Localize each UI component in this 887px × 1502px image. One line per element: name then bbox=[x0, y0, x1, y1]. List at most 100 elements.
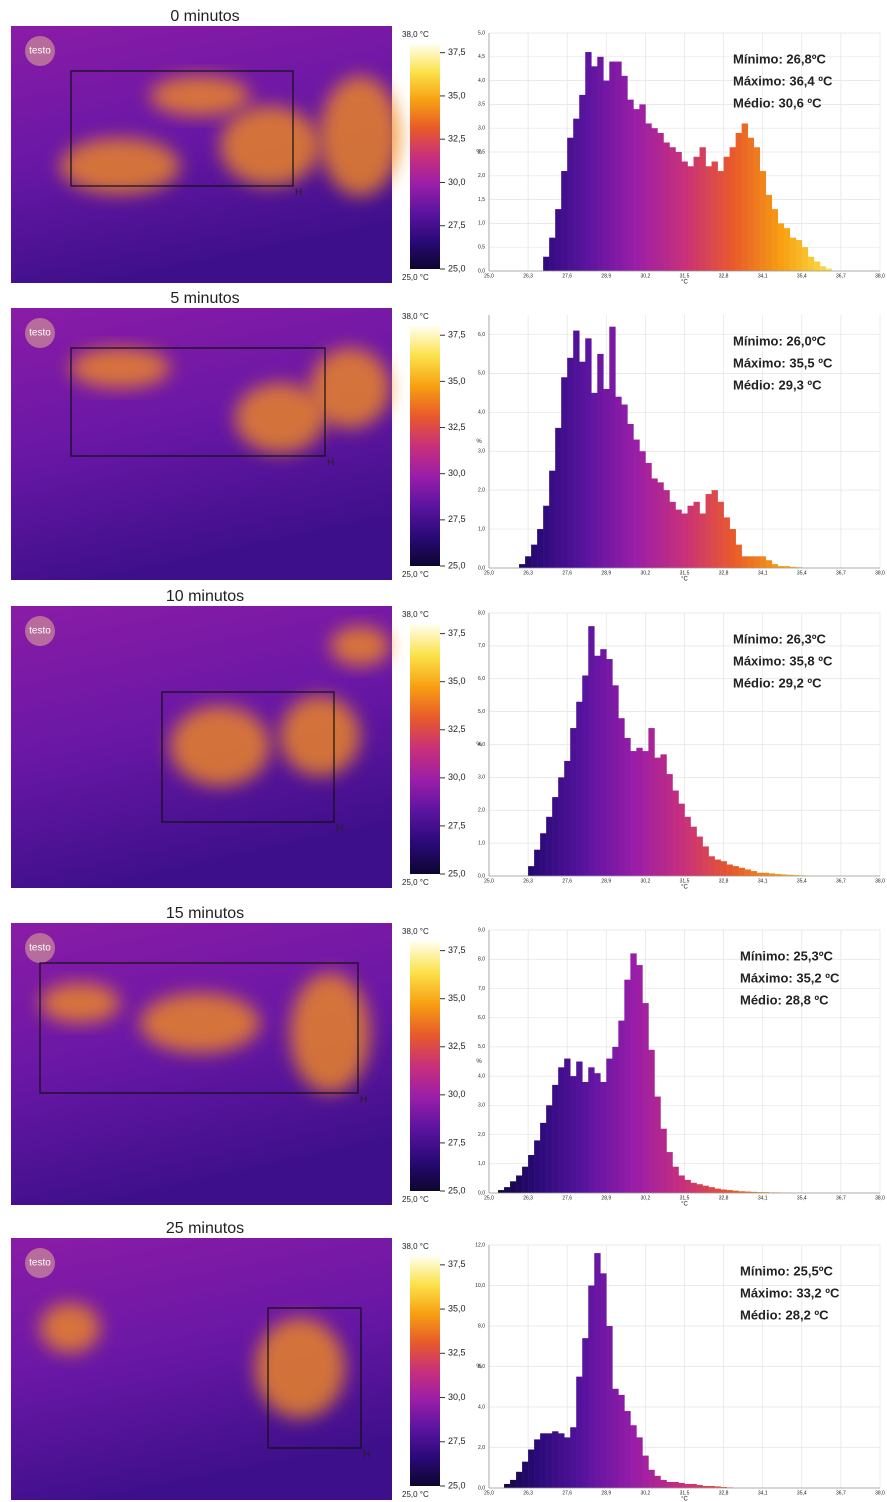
colorbar-max-label: 38,0 °C bbox=[402, 30, 429, 39]
y-axis-label: % bbox=[476, 1059, 482, 1065]
bar bbox=[657, 132, 664, 271]
bar bbox=[666, 1152, 673, 1193]
y-tick-label: 1,5 bbox=[478, 197, 485, 203]
bar bbox=[504, 1187, 511, 1193]
bar bbox=[546, 1433, 553, 1488]
y-tick-label: 4,0 bbox=[478, 742, 485, 748]
bar bbox=[762, 872, 770, 876]
y-tick-label: 8,0 bbox=[478, 610, 485, 616]
bar bbox=[690, 826, 697, 876]
bar bbox=[729, 147, 736, 271]
x-tick-label: 28,9 bbox=[601, 878, 611, 884]
bar bbox=[690, 1483, 697, 1488]
roi-marker: H bbox=[360, 1095, 367, 1106]
bar bbox=[633, 439, 640, 568]
bar bbox=[660, 1479, 667, 1488]
warm-region bbox=[290, 973, 370, 1093]
x-tick-label: 26,3 bbox=[523, 570, 533, 576]
x-tick-label: 36,7 bbox=[836, 570, 846, 576]
y-tick-label: 1,0 bbox=[478, 526, 485, 532]
stat-annotation: Máximo: 35,2 ºC bbox=[740, 970, 840, 985]
bar bbox=[603, 80, 610, 271]
bar bbox=[717, 171, 724, 271]
colorbar-tick-label: 27,5 bbox=[448, 514, 466, 524]
x-tick-label: 31,5 bbox=[680, 878, 690, 884]
bar bbox=[648, 1469, 655, 1488]
x-tick-label: 26,3 bbox=[523, 1195, 533, 1201]
colorbar-min-label: 25,0 °C bbox=[402, 273, 429, 282]
bar bbox=[621, 404, 628, 568]
bar bbox=[741, 556, 748, 568]
bar bbox=[564, 1437, 571, 1488]
x-tick-label: 26,3 bbox=[523, 273, 533, 279]
stat-annotation: Máximo: 33,2 ºC bbox=[740, 1285, 840, 1300]
bar bbox=[774, 874, 782, 876]
stat-annotation: Médio: 29,3 ºC bbox=[733, 377, 822, 392]
bar bbox=[540, 1122, 547, 1193]
colorbar-min-label: 25,0 °C bbox=[402, 1490, 429, 1499]
y-tick-label: 2,0 bbox=[478, 1132, 485, 1138]
bar bbox=[678, 1175, 685, 1193]
stat-annotation: Médio: 29,2 ºC bbox=[733, 675, 822, 690]
bar bbox=[693, 156, 700, 271]
bar bbox=[618, 718, 625, 876]
bar bbox=[612, 1046, 619, 1193]
bar bbox=[609, 61, 616, 272]
bar bbox=[543, 256, 550, 271]
bar bbox=[582, 1338, 589, 1488]
y-tick-label: 7,0 bbox=[478, 643, 485, 649]
bar bbox=[573, 118, 580, 272]
bar bbox=[675, 152, 682, 271]
roi-marker: H bbox=[295, 188, 302, 199]
colorbar-tick-label: 30,0 bbox=[448, 1392, 466, 1402]
warm-region bbox=[235, 383, 325, 453]
bar bbox=[537, 529, 544, 568]
y-tick-label: 6,0 bbox=[478, 332, 485, 338]
bar bbox=[534, 1439, 541, 1488]
bar bbox=[624, 737, 631, 876]
bar bbox=[552, 797, 559, 876]
bar bbox=[702, 1185, 709, 1193]
x-tick-label: 27,6 bbox=[562, 570, 572, 576]
bar bbox=[684, 1179, 691, 1193]
bar bbox=[726, 1190, 733, 1193]
y-tick-label: 3,0 bbox=[478, 1103, 485, 1109]
bar bbox=[648, 1049, 655, 1193]
bar bbox=[636, 1437, 643, 1488]
bar bbox=[684, 816, 691, 876]
bar bbox=[594, 1253, 601, 1488]
logo: testo bbox=[29, 46, 51, 57]
roi-marker: H bbox=[363, 1450, 370, 1461]
y-tick-label: 3,0 bbox=[478, 126, 485, 132]
stat-annotation: Mínimo: 25,3ºC bbox=[740, 948, 833, 963]
bar bbox=[759, 171, 767, 271]
x-tick-label: 32,8 bbox=[719, 1195, 729, 1201]
bar bbox=[522, 1461, 529, 1488]
stat-annotation: Mínimo: 26,8ºC bbox=[733, 51, 826, 66]
colorbar-tick-label: 30,0 bbox=[448, 772, 466, 782]
bar bbox=[756, 872, 763, 876]
colorbar-tick-label: 35,0 bbox=[448, 993, 466, 1003]
roi-marker: H bbox=[327, 458, 334, 469]
x-tick-label: 30,2 bbox=[641, 1490, 651, 1496]
bar bbox=[636, 965, 643, 1193]
colorbar-tick-label: 25,0 bbox=[448, 560, 466, 570]
bar bbox=[540, 833, 547, 876]
x-tick-label: 38,0 bbox=[875, 1195, 885, 1201]
bar bbox=[582, 675, 589, 876]
warm-region bbox=[310, 348, 390, 428]
colorbar-tick-label: 35,0 bbox=[448, 676, 466, 686]
bar bbox=[750, 1191, 757, 1193]
bar bbox=[543, 505, 550, 568]
logo-badge bbox=[25, 1248, 55, 1278]
colorbar bbox=[410, 941, 440, 1191]
y-tick-label: 2,0 bbox=[478, 487, 485, 493]
y-tick-label: 2,0 bbox=[478, 1445, 485, 1451]
stat-annotation: Máximo: 35,8 ºC bbox=[733, 653, 833, 668]
bar bbox=[564, 1058, 571, 1193]
bar bbox=[825, 268, 833, 271]
bar bbox=[813, 261, 821, 271]
bar bbox=[795, 240, 803, 271]
colorbar-tick-label: 30,0 bbox=[448, 468, 466, 478]
